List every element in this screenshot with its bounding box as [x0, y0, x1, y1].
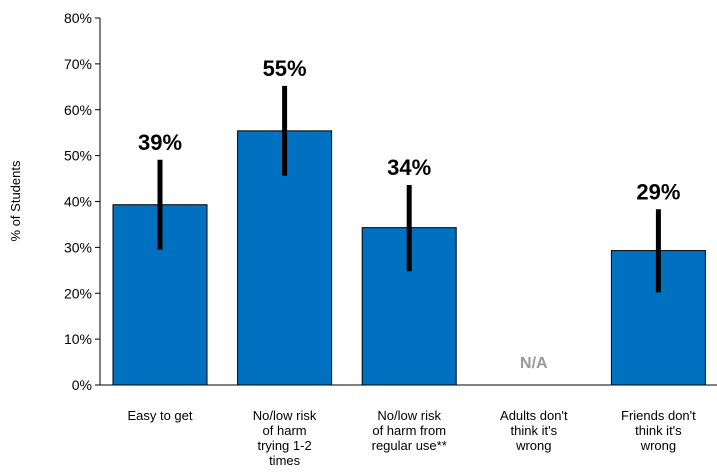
y-axis: 0% 10% 20% 30% 40% 50% 60% 70% 80% — [64, 10, 100, 393]
x-tick-label-line: Adults don't — [500, 408, 568, 423]
x-tick-label: Easy to get — [127, 408, 192, 423]
data-label: 55% — [263, 56, 307, 81]
y-axis-title: % of Students — [8, 160, 23, 241]
x-tick-label-line: Easy to get — [127, 408, 192, 423]
x-axis: Easy to get No/low risk of harm trying 1-2 t… — [127, 408, 696, 468]
x-tick-label-line: No/low risk — [253, 408, 317, 423]
y-tick-label: 0% — [72, 377, 92, 393]
x-tick-label-line: think it's — [511, 423, 558, 438]
y-tick-label: 10% — [64, 331, 92, 347]
data-label: 29% — [636, 179, 680, 204]
x-tick-label: No/low risk of harm from regular use** — [372, 408, 447, 453]
y-tick-label: 80% — [64, 10, 92, 26]
x-tick-label: Adults don't think it's wrong — [500, 408, 568, 453]
x-tick-label-line: wrong — [640, 438, 676, 453]
x-tick-label-line: trying 1-2 — [257, 438, 311, 453]
na-label: N/A — [520, 355, 548, 372]
x-tick-label-line: wrong — [515, 438, 551, 453]
data-label: 34% — [387, 155, 431, 180]
x-tick-label-line: of harm from — [372, 423, 446, 438]
y-tick-label: 50% — [64, 148, 92, 164]
y-tick-label: 20% — [64, 285, 92, 301]
x-tick-label-line: times — [269, 453, 301, 468]
x-tick-label-line: Friends don't — [621, 408, 696, 423]
y-tick-label: 60% — [64, 102, 92, 118]
x-tick-label-line: No/low risk — [377, 408, 441, 423]
value-labels-group: 39% 55% 34% N/A 29% — [138, 56, 680, 372]
x-tick-label: Friends don't think it's wrong — [621, 408, 696, 453]
x-tick-label-line: think it's — [635, 423, 682, 438]
y-tick-label: 70% — [64, 56, 92, 72]
data-label: 39% — [138, 130, 182, 155]
x-tick-label-line: regular use** — [372, 438, 447, 453]
x-tick-label: No/low risk of harm trying 1-2 times — [253, 408, 317, 468]
y-tick-label: 40% — [64, 194, 92, 210]
y-tick-label: 30% — [64, 239, 92, 255]
error-bars-group — [157, 85, 661, 293]
x-tick-label-line: of harm — [263, 423, 307, 438]
